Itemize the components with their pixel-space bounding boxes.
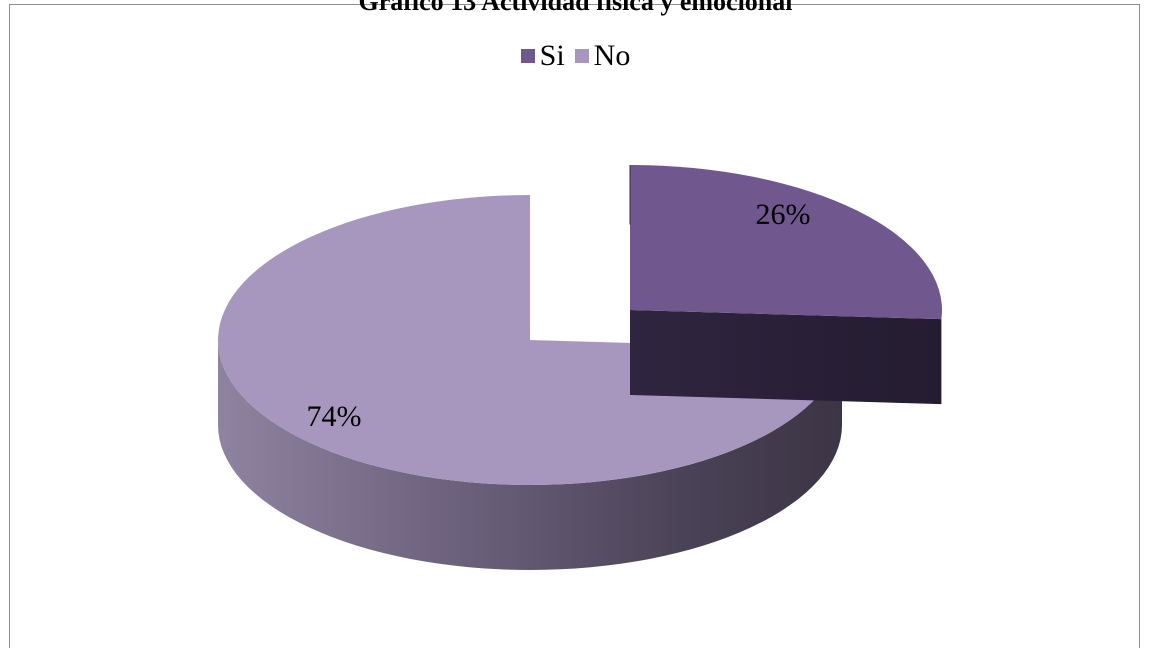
data-label-no: 74% <box>307 400 362 433</box>
slice-si <box>630 165 942 320</box>
legend-label-si: Si <box>539 39 565 72</box>
legend-swatch-no <box>574 49 589 63</box>
data-label-si: 26% <box>756 198 811 231</box>
legend-item-no: No <box>574 39 631 73</box>
legend: Si No <box>0 39 1151 73</box>
slice-si-front <box>630 310 942 405</box>
slice-no <box>217 195 842 485</box>
slice-no-side <box>218 340 842 570</box>
legend-item-si: Si <box>520 39 565 73</box>
legend-swatch-si <box>520 49 535 63</box>
legend-label-no: No <box>593 39 631 72</box>
chart-title: Gráfico 13 Actividad física y emocional <box>358 0 793 16</box>
